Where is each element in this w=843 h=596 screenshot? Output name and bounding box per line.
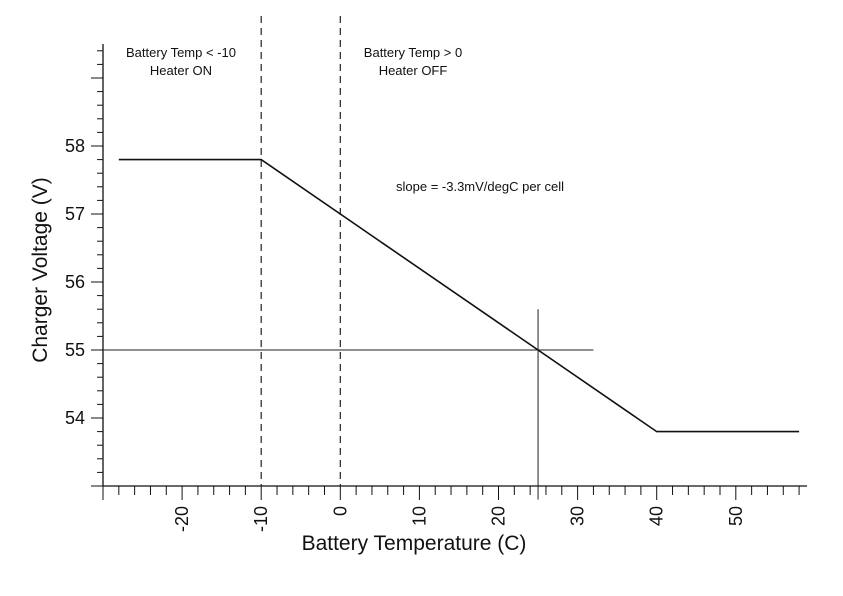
y-tick-label: 58 [65, 136, 85, 156]
x-tick-label: 30 [568, 506, 588, 526]
threshold-lines [260, 16, 341, 486]
x-tick-label: 40 [647, 506, 667, 526]
y-tick-label: 54 [65, 408, 85, 428]
y-axis-ticks [91, 50, 103, 487]
x-tick-label: 20 [489, 506, 509, 526]
x-tick-label: 50 [726, 506, 746, 526]
x-tick-label: -10 [251, 506, 271, 532]
y-axis-tick-labels: 54 55 56 57 58 [65, 136, 85, 428]
annotation-warm-zone-line2: Heater OFF [379, 63, 448, 78]
annotation-cold-zone-line2: Heater ON [150, 63, 212, 78]
x-axis-tick-labels: -20 -10 0 10 20 30 40 50 [172, 506, 746, 532]
y-tick-label: 56 [65, 272, 85, 292]
y-tick-label: 57 [65, 204, 85, 224]
annotation-warm-zone-line1: Battery Temp > 0 [364, 45, 462, 60]
annotation-slope: slope = -3.3mV/degC per cell [396, 179, 564, 194]
x-axis-title: Battery Temperature (C) [302, 532, 527, 555]
y-tick-label: 55 [65, 340, 85, 360]
x-axis-ticks [102, 486, 800, 500]
charger-voltage-line [118, 158, 800, 433]
x-tick-label: 0 [330, 506, 350, 516]
x-tick-label: 10 [409, 506, 429, 526]
x-tick-label: -20 [172, 506, 192, 532]
annotation-cold-zone-line1: Battery Temp < -10 [126, 45, 236, 60]
y-axis-title: Charger Voltage (V) [29, 177, 52, 363]
